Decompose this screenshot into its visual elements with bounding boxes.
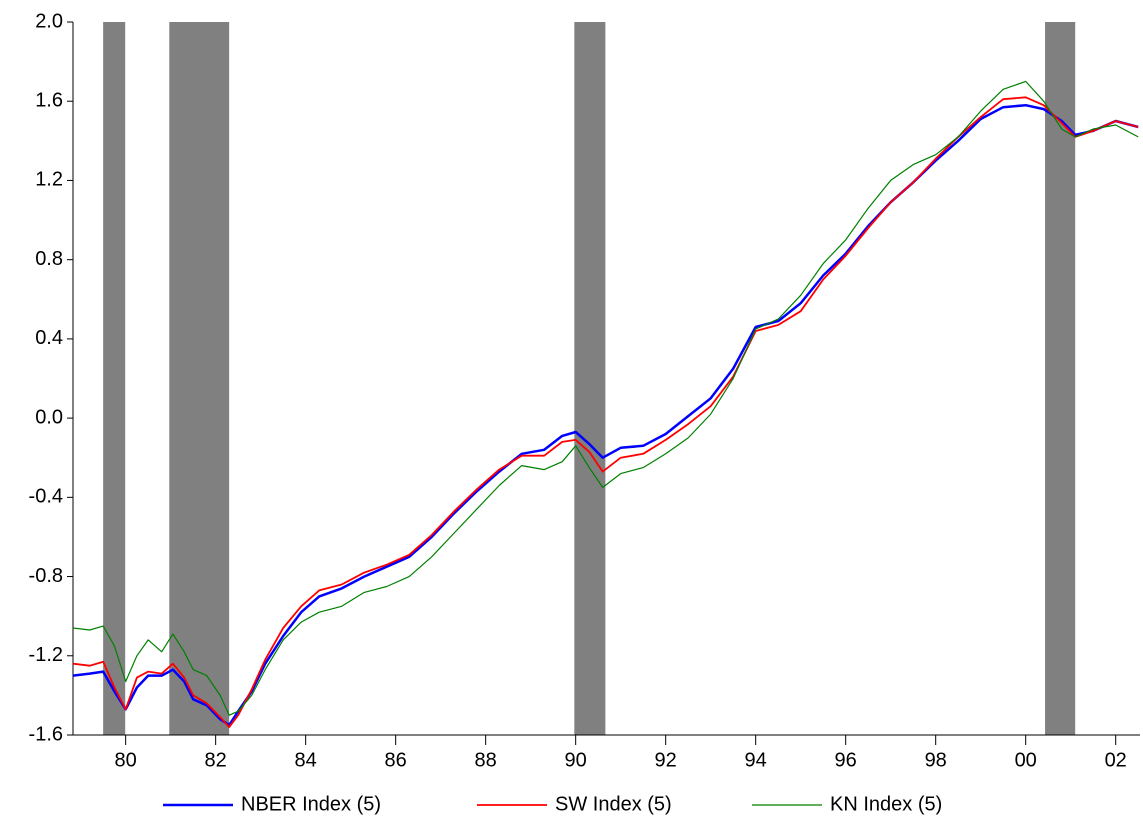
y-tick-label: 1.2 bbox=[35, 169, 63, 191]
y-tick-label: -1.6 bbox=[29, 723, 63, 745]
y-tick-label: 1.6 bbox=[35, 90, 63, 112]
y-tick-label: 0.4 bbox=[35, 327, 63, 349]
y-tick-label: -1.2 bbox=[29, 644, 63, 666]
y-tick-label: -0.4 bbox=[29, 486, 63, 508]
x-tick-label: 88 bbox=[475, 749, 497, 771]
y-tick-label: 0.0 bbox=[35, 406, 63, 428]
y-tick-label: 2.0 bbox=[35, 10, 63, 32]
recession-band bbox=[574, 22, 606, 735]
recession-band bbox=[103, 22, 126, 735]
x-tick-label: 86 bbox=[385, 749, 407, 771]
y-tick-label: 0.8 bbox=[35, 248, 63, 270]
x-tick-label: 84 bbox=[295, 749, 317, 771]
recession-band bbox=[169, 22, 230, 735]
x-tick-label: 80 bbox=[115, 749, 137, 771]
legend-label: SW Index (5) bbox=[555, 793, 672, 815]
x-tick-label: 82 bbox=[205, 749, 227, 771]
legend-label: KN Index (5) bbox=[830, 793, 942, 815]
x-tick-label: 90 bbox=[565, 749, 587, 771]
x-tick-label: 92 bbox=[655, 749, 677, 771]
y-tick-label: -0.8 bbox=[29, 565, 63, 587]
x-tick-label: 00 bbox=[1015, 749, 1037, 771]
recession-band bbox=[1045, 22, 1076, 735]
x-tick-label: 02 bbox=[1105, 749, 1127, 771]
series-line bbox=[72, 80, 1139, 716]
x-tick-label: 94 bbox=[745, 749, 767, 771]
x-tick-label: 96 bbox=[835, 749, 857, 771]
x-tick-label: 98 bbox=[925, 749, 947, 771]
series-line bbox=[72, 96, 1139, 728]
series-line bbox=[72, 103, 1139, 727]
legend-label: NBER Index (5) bbox=[241, 793, 381, 815]
